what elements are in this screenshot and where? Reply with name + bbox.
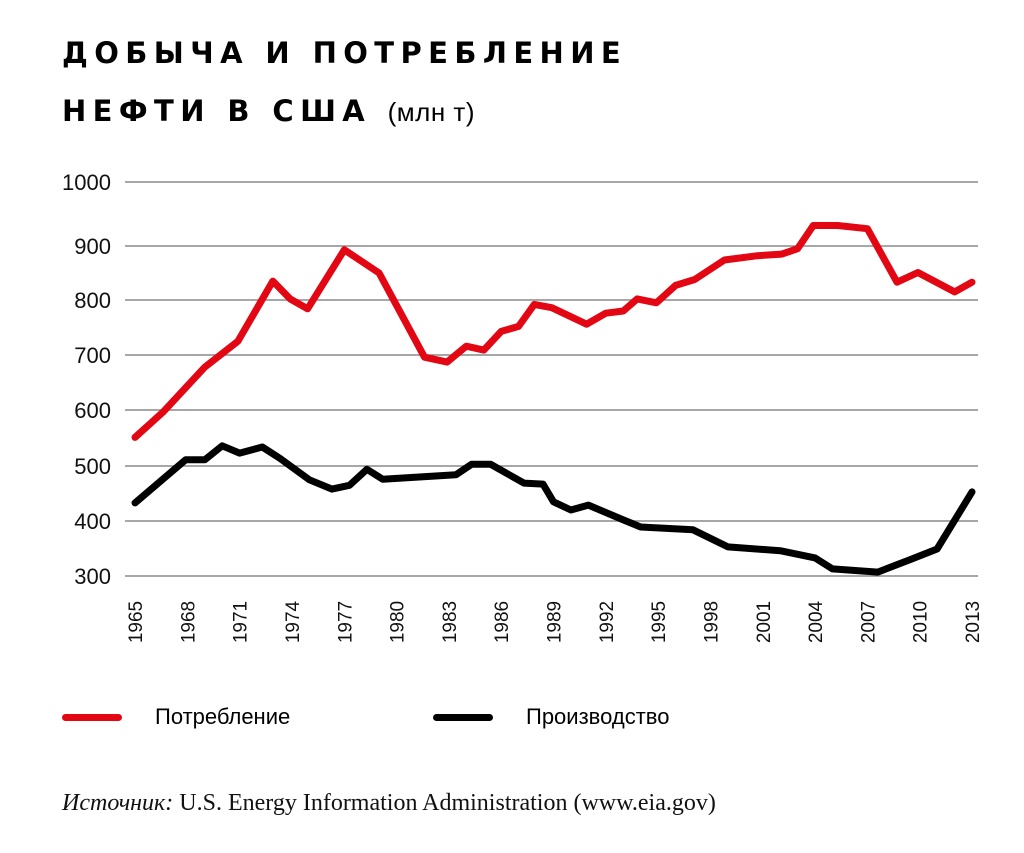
x-tick-label: 1974 bbox=[283, 600, 304, 643]
legend-swatch-production bbox=[433, 713, 493, 721]
consumption-line bbox=[131, 222, 976, 441]
x-tick-label: 2010 bbox=[911, 601, 932, 643]
x-tick-label: 1980 bbox=[388, 601, 409, 643]
x-tick-label: 1995 bbox=[649, 601, 670, 643]
production-line bbox=[131, 442, 976, 576]
x-tick-label: 1983 bbox=[440, 601, 461, 643]
y-tick-label: 600 bbox=[74, 398, 111, 423]
x-tick-label: 1986 bbox=[492, 601, 513, 643]
y-tick-label: 700 bbox=[74, 343, 111, 368]
x-tick-label: 1989 bbox=[545, 601, 566, 643]
legend-item-production: Производство bbox=[433, 704, 669, 730]
x-tick-label: 1992 bbox=[597, 601, 618, 643]
chart-title-unit: (млн т) bbox=[387, 97, 475, 127]
y-tick-label: 500 bbox=[74, 454, 111, 479]
y-tick-label: 900 bbox=[74, 234, 111, 259]
chart-title-line1: ДОБЫЧА И ПОТРЕБЛЕНИЕ bbox=[62, 36, 628, 70]
source-note: Источник: U.S. Energy Information Admini… bbox=[62, 790, 716, 817]
x-tick-label: 1977 bbox=[335, 601, 356, 643]
x-tick-label: 2001 bbox=[754, 601, 775, 643]
series-lines bbox=[131, 222, 976, 576]
x-tick-label: 2007 bbox=[858, 601, 879, 643]
y-tick-label: 1000 bbox=[62, 170, 111, 195]
x-tick-label: 2013 bbox=[963, 601, 984, 643]
x-tick-label: 2004 bbox=[806, 600, 827, 643]
source-lead: Источник: bbox=[62, 790, 174, 816]
x-axis-ticks: 1965 1968 1971 1974 1977 1980 1983 1986 1989 1992… bbox=[126, 600, 984, 643]
legend: Потребление Производство bbox=[0, 704, 1024, 744]
y-tick-label: 800 bbox=[74, 288, 111, 313]
gridlines bbox=[125, 181, 978, 577]
x-tick-label: 1968 bbox=[178, 601, 199, 643]
x-tick-label: 1965 bbox=[126, 601, 147, 643]
x-tick-label: 1971 bbox=[231, 601, 252, 643]
legend-label-consumption: Потребление bbox=[155, 704, 291, 729]
legend-swatch-consumption bbox=[62, 713, 122, 721]
legend-label-production: Производство bbox=[526, 704, 670, 729]
legend-item-consumption: Потребление bbox=[62, 704, 290, 730]
y-tick-label: 300 bbox=[74, 564, 111, 589]
chart-title: ДОБЫЧА И ПОТРЕБЛЕНИЕ НЕФТИ В США (млн т) bbox=[62, 24, 627, 141]
chart-title-line2: НЕФТИ В США bbox=[62, 94, 372, 128]
y-axis-ticks: 1000 900 800 700 600 500 400 300 bbox=[62, 170, 111, 589]
y-tick-label: 400 bbox=[74, 509, 111, 534]
source-text: U.S. Energy Information Administration (… bbox=[173, 790, 716, 816]
x-tick-label: 1998 bbox=[701, 601, 722, 643]
